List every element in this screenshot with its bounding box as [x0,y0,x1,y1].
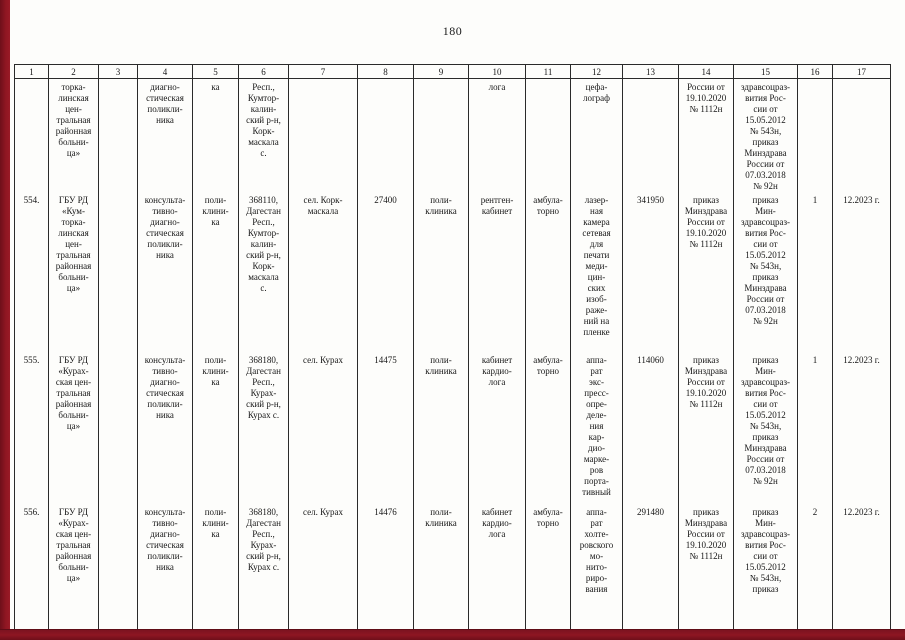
table-cell: ГБУ РД «Курах- ская цен- тральная районн… [48,504,99,640]
table-cell: амбула- торно [525,504,571,640]
table-row: торка- линская цен- тральная районная бо… [14,78,891,192]
table-cell: кабинет кардио- лога [468,352,526,504]
table-cell: 1 [797,352,833,504]
table-cell: приказ Минздрава России от 19.10.2020 № … [678,192,734,352]
column-header: 6 [238,64,289,79]
scan-edge-bottom [0,629,905,640]
table-cell: приказ Мин- здравсоцраз- вития Рос- сии … [733,504,798,640]
column-header: 17 [832,64,891,79]
table-cell [98,352,138,504]
table-cell: здравсоцраз- вития Рос- сии от 15.05.201… [733,78,798,192]
column-header: 5 [192,64,239,79]
table-body: торка- линская цен- тральная районная бо… [14,78,891,640]
table-cell: амбула- торно [525,192,571,352]
table-cell [14,78,49,192]
column-header: 4 [137,64,193,79]
table-row: 554. ГБУ РД «Кум- торка- линская цен- тра… [14,192,891,352]
column-header: 8 [357,64,414,79]
table-cell: 555. [14,352,49,504]
table-cell: 368110, Дагестан Респ., Кумтор- калин- с… [238,192,289,352]
table-cell: 291480 [622,504,679,640]
table-cell: аппа- рат экс- пресс- опре- деле- ния ка… [570,352,623,504]
table-cell: 2 [797,504,833,640]
column-header: 3 [98,64,138,79]
scan-edge-left [0,0,10,640]
column-header: 16 [797,64,833,79]
table-cell: консульта- тивно- диагно- стическая поли… [137,352,193,504]
table-cell: приказ Минздрава России от 19.10.2020 № … [678,504,734,640]
table-cell: приказ Минздрава России от 19.10.2020 № … [678,352,734,504]
table-cell: 1 [797,192,833,352]
table-cell [413,78,469,192]
table-cell: 14476 [357,504,414,640]
table-cell: сел. Корк- маскала [288,192,358,352]
table-cell: сел. Курах [288,504,358,640]
table-header-row: 1 2 3 4 5 6 7 8 9 10 11 12 13 14 15 16 17 [14,64,891,79]
table-cell [622,78,679,192]
table-cell: поли- клини- ка [192,352,239,504]
table-cell: Респ., Кумтор- калин- ский р-н, Корк- ма… [238,78,289,192]
column-header: 9 [413,64,469,79]
table-cell: приказ Мин- здравсоцраз- вития Рос- сии … [733,352,798,504]
table-cell: амбула- торно [525,352,571,504]
table-header: 1 2 3 4 5 6 7 8 9 10 11 12 13 14 15 16 17 [14,64,891,79]
table-cell: 14475 [357,352,414,504]
column-header: 7 [288,64,358,79]
table-cell: лазер- ная камера сетевая для печати мед… [570,192,623,352]
table-cell: 114060 [622,352,679,504]
table-cell: аппа- рат холте- ровского мо- нито- риро… [570,504,623,640]
table-cell: кабинет кардио- лога [468,504,526,640]
table-cell: России от 19.10.2020 № 1112н [678,78,734,192]
column-header: 2 [48,64,99,79]
table-row: 556. ГБУ РД «Курах- ская цен- тральная ра… [14,504,891,640]
table-cell: ГБУ РД «Кум- торка- линская цен- тральна… [48,192,99,352]
table-cell [797,78,833,192]
table-cell: ГБУ РД «Курах- ская цен- тральная районн… [48,352,99,504]
column-header: 15 [733,64,798,79]
table-cell: 554. [14,192,49,352]
table-cell: 12.2023 г. [832,504,891,640]
table-cell [98,78,138,192]
table-cell: цефа- лограф [570,78,623,192]
table-cell: поли- клини- ка [192,504,239,640]
table-cell: 368180, Дагестан Респ., Курах- ский р-н,… [238,504,289,640]
column-header: 11 [525,64,571,79]
table-cell: поли- клиника [413,192,469,352]
column-header: 12 [570,64,623,79]
table-cell [525,78,571,192]
table-cell: 12.2023 г. [832,352,891,504]
column-header: 14 [678,64,734,79]
table-cell: 556. [14,504,49,640]
column-header: 1 [14,64,49,79]
table-cell: поли- клиника [413,504,469,640]
table-cell: консульта- тивно- диагно- стическая поли… [137,192,193,352]
table-cell: торка- линская цен- тральная районная бо… [48,78,99,192]
table-cell [832,78,891,192]
table-row: 555. ГБУ РД «Курах- ская цен- тральная ра… [14,352,891,504]
table-cell [98,504,138,640]
table-cell: лога [468,78,526,192]
page-number: 180 [442,24,463,38]
table-cell [288,78,358,192]
column-header: 13 [622,64,679,79]
table-cell: поли- клини- ка [192,192,239,352]
table-cell: 12.2023 г. [832,192,891,352]
table-cell: 27400 [357,192,414,352]
table-cell [357,78,414,192]
table-cell: ка [192,78,239,192]
table-cell: поли- клиника [413,352,469,504]
table-cell: консульта- тивно- диагно- стическая поли… [137,504,193,640]
table-cell: рентген- кабинет [468,192,526,352]
table-cell: 341950 [622,192,679,352]
table-cell [98,192,138,352]
table-cell: сел. Курах [288,352,358,504]
table-cell: диагно- стическая поликли- ника [137,78,193,192]
registry-table: 1 2 3 4 5 6 7 8 9 10 11 12 13 14 15 16 17 торка- линская… [14,64,891,640]
table-cell: 368180, Дагестан Респ., Курах- ский р-н,… [238,352,289,504]
column-header: 10 [468,64,526,79]
table-cell: приказ Мин- здравсоцраз- вития Рос- сии … [733,192,798,352]
